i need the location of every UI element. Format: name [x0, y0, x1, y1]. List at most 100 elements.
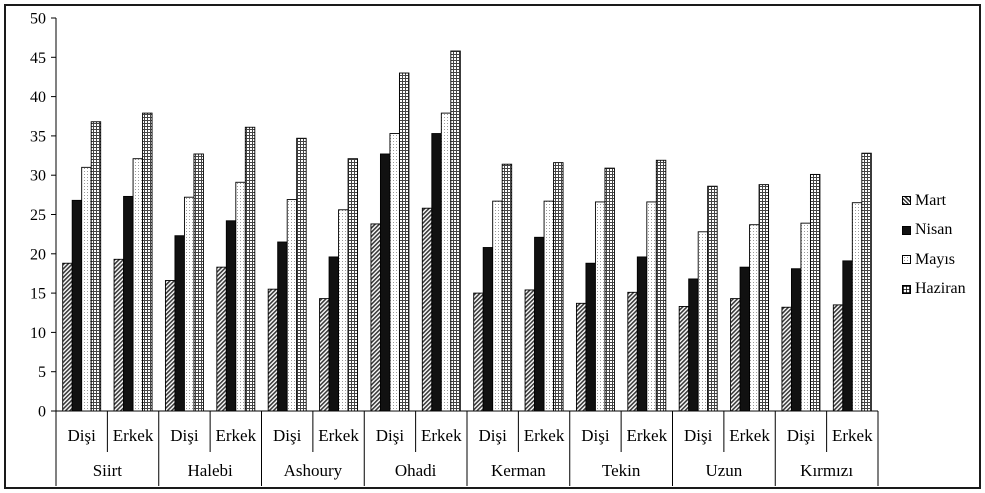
legend-swatch [902, 284, 911, 294]
bar-haziran-kırmızı-dişi [809, 173, 821, 412]
bar-mayıs-tekin-erkek [646, 201, 657, 412]
x-subcategory-label: Dişi [684, 426, 713, 445]
legend-label: Haziran [915, 280, 966, 298]
y-tick-label: 0 [38, 404, 46, 421]
y-tick-label: 30 [30, 168, 46, 185]
legend-label: Mart [915, 191, 947, 209]
bar-nisan-uzun-dişi [688, 278, 699, 412]
y-tick-label: 45 [30, 50, 46, 67]
legend-item-mayıs: Mayıs [902, 245, 966, 275]
x-subcategory-label: Dişi [787, 426, 816, 445]
bar-mayıs-halebi-dişi [183, 196, 195, 412]
bar-mayıs-kerman-erkek [543, 200, 555, 412]
bar-nisan-ashoury-erkek [328, 256, 340, 412]
x-subcategory-label: Erkek [627, 426, 668, 445]
bar-nisan-siirt-dişi [71, 199, 83, 412]
bar-haziran-ohadi-erkek [450, 50, 461, 412]
bar-mart-uzun-erkek [730, 298, 741, 412]
bar-mart-halebi-dişi [164, 280, 176, 412]
legend-label: Mayıs [915, 250, 955, 268]
x-subcategory-label: Dişi [170, 426, 199, 445]
bar-mayıs-ohadi-erkek [440, 112, 452, 412]
bar-haziran-ashoury-erkek [347, 158, 359, 412]
bar-mart-ohadi-erkek [421, 207, 433, 412]
bar-haziran-tekin-dişi [604, 167, 615, 412]
legend-swatch [902, 225, 911, 235]
bar-nisan-kerman-dişi [482, 247, 494, 412]
bar-haziran-uzun-erkek [758, 184, 770, 412]
x-subcategory-label: Erkek [421, 426, 462, 445]
y-tick-label: 50 [30, 11, 46, 28]
bar-haziran-halebi-erkek [244, 126, 256, 412]
bar-mayıs-kırmızı-erkek [851, 202, 863, 412]
bars [62, 50, 872, 412]
bar-mayıs-ohadi-dişi [389, 133, 400, 412]
y-tick-label: 35 [30, 128, 46, 145]
bar-mart-kerman-erkek [524, 289, 536, 412]
bar-nisan-tekin-dişi [585, 262, 596, 412]
x-subcategory-label: Erkek [729, 426, 770, 445]
bar-mart-kırmızı-dişi [781, 306, 792, 412]
legend-label: Nisan [915, 221, 953, 239]
bar-mart-ohadi-dişi [370, 223, 381, 412]
bar-haziran-uzun-dişi [707, 185, 718, 412]
bar-mayıs-ashoury-erkek [338, 209, 349, 412]
bar-mart-tekin-dişi [575, 302, 587, 412]
bar-nisan-siirt-erkek [123, 195, 134, 412]
bar-nisan-ashoury-dişi [277, 241, 288, 412]
y-tick-label: 15 [30, 286, 46, 303]
bar-mart-kırmızı-erkek [832, 304, 844, 412]
bar-haziran-ohadi-dişi [398, 72, 410, 412]
bar-haziran-siirt-dişi [90, 121, 102, 412]
bar-haziran-siirt-erkek [142, 112, 153, 412]
legend-item-haziran: Haziran [902, 275, 966, 305]
bar-haziran-tekin-erkek [655, 159, 667, 412]
bar-mayıs-halebi-erkek [235, 181, 246, 412]
legend: Mart Nisan Mayıs Haziran [902, 186, 966, 304]
axis-labels: 0 5 10 15 20 25 30 35 40 45 50 Dişi Erkek Siirt Dişi Er… [30, 11, 873, 481]
x-subcategory-label: Erkek [113, 426, 154, 445]
bar-mayıs-tekin-dişi [594, 201, 606, 412]
bar-mayıs-ashoury-dişi [286, 199, 298, 412]
x-group-label: Tekin [602, 461, 641, 480]
x-subcategory-label: Dişi [68, 426, 97, 445]
bar-haziran-halebi-dişi [193, 153, 204, 412]
bar-mayıs-siirt-dişi [81, 166, 92, 412]
bar-nisan-kırmızı-dişi [790, 268, 802, 412]
bar-mayıs-kerman-dişi [492, 200, 503, 412]
legend-swatch [902, 196, 911, 206]
y-tick-label: 5 [38, 364, 46, 381]
y-tick-label: 25 [30, 207, 46, 224]
bar-mart-uzun-dişi [678, 306, 690, 412]
bar-mayıs-uzun-erkek [749, 224, 760, 412]
x-subcategory-label: Erkek [524, 426, 565, 445]
bar-nisan-uzun-erkek [739, 266, 751, 412]
bar-mart-siirt-dişi [62, 262, 73, 412]
legend-item-nisan: Nisan [902, 216, 966, 246]
y-tick-label: 20 [30, 246, 46, 263]
x-group-label: Ashoury [284, 461, 343, 480]
x-group-label: Kerman [491, 461, 546, 480]
x-group-label: Siirt [93, 461, 123, 480]
bar-haziran-kırmızı-erkek [861, 152, 872, 412]
x-subcategory-label: Dişi [479, 426, 508, 445]
x-group-label: Uzun [705, 461, 742, 480]
legend-item-mart: Mart [902, 186, 966, 216]
bar-nisan-ohadi-erkek [431, 133, 442, 412]
x-group-label: Kırmızı [800, 461, 853, 480]
bar-mayıs-siirt-erkek [132, 158, 144, 412]
bar-haziran-kerman-dişi [501, 163, 513, 412]
bar-mart-ashoury-erkek [319, 298, 330, 412]
x-subcategory-label: Erkek [216, 426, 257, 445]
bar-mart-siirt-erkek [113, 258, 125, 412]
bar-haziran-kerman-erkek [553, 162, 564, 412]
bar-nisan-kırmızı-erkek [842, 260, 853, 412]
x-subcategory-label: Dişi [273, 426, 302, 445]
x-subcategory-label: Erkek [832, 426, 873, 445]
y-tick-label: 40 [30, 89, 46, 106]
bar-nisan-halebi-erkek [225, 220, 237, 412]
bar-mart-kerman-dişi [473, 292, 484, 412]
bar-mart-ashoury-dişi [267, 288, 279, 412]
bar-mayıs-kırmızı-dişi [800, 222, 811, 412]
